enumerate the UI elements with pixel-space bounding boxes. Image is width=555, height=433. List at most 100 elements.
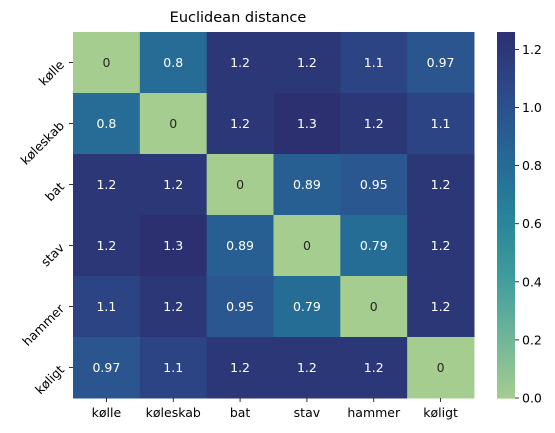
heatmap-cell	[139, 276, 208, 338]
heatmap-cell	[273, 276, 341, 338]
heatmap-cell	[340, 215, 408, 277]
colorbar-segment	[497, 99, 515, 103]
cell-value-label: 1.1	[431, 116, 451, 131]
colorbar-segment	[497, 330, 515, 335]
cell-value-label: 0.79	[293, 299, 321, 314]
colorbar-segment	[497, 111, 515, 115]
y-tick-label: hammer	[19, 300, 68, 349]
heatmap-cell	[340, 276, 408, 338]
colorbar-segment	[497, 184, 515, 189]
cell-value-label: 0.89	[293, 177, 321, 192]
cell-value-label: 0	[236, 177, 244, 192]
cell-value-label: 1.1	[163, 360, 183, 375]
colorbar-segment	[497, 385, 515, 390]
heatmap-cell	[139, 32, 208, 94]
colorbar-segment	[497, 291, 515, 295]
heatmap-cell	[407, 276, 475, 338]
x-tick-label: stav	[294, 405, 321, 420]
colorbar-segment	[497, 260, 515, 265]
heatmap-cell	[139, 215, 208, 277]
cell-value-label: 0.89	[226, 238, 254, 253]
colorbar-segment	[497, 211, 515, 216]
colorbar-segment	[497, 306, 515, 311]
heatmap-cell	[206, 32, 274, 94]
colorbar-tick-label: 0.2	[522, 332, 542, 347]
colorbar-segment	[497, 394, 515, 399]
colorbar-segment	[497, 175, 515, 179]
heatmap-cell	[206, 337, 274, 399]
chart-title: Euclidean distance	[170, 10, 307, 26]
y-tick-label: køleskab	[17, 118, 67, 168]
colorbar-segment	[497, 227, 515, 231]
x-tick-label: bat	[230, 405, 251, 420]
cell-value-label: 0.97	[427, 55, 455, 70]
colorbar-segment	[497, 379, 515, 384]
colorbar-segment	[497, 318, 515, 323]
colorbar-segment	[497, 196, 515, 201]
cell-value-label: 1.2	[230, 360, 250, 375]
colorbar-segment	[497, 257, 515, 262]
colorbar-segment	[497, 38, 515, 42]
heatmap-cell	[273, 32, 341, 94]
colorbar-segment	[497, 190, 515, 195]
colorbar-segment	[497, 56, 515, 61]
colorbar-segment	[497, 391, 515, 396]
colorbar-segment	[497, 178, 515, 183]
colorbar-segment	[497, 276, 515, 280]
colorbar-segment	[497, 77, 515, 82]
y-tick-label: kølle	[36, 57, 68, 89]
colorbar-segment	[497, 181, 515, 186]
colorbar-segment	[497, 333, 515, 338]
cell-value-label: 0	[303, 238, 311, 253]
colorbar-segment	[497, 144, 515, 149]
colorbar-segment	[497, 279, 515, 283]
colorbar-segment	[497, 312, 515, 317]
colorbar-segment	[497, 254, 515, 259]
colorbar-segment	[497, 129, 515, 134]
colorbar-segment	[497, 285, 515, 289]
colorbar-segment	[497, 352, 515, 356]
colorbar-segment	[497, 35, 515, 39]
colorbar-segment	[497, 166, 515, 170]
colorbar-segment	[497, 215, 515, 219]
y-tick-label: bat	[42, 179, 67, 204]
colorbar-segment	[497, 105, 515, 109]
x-tick-label: køleskab	[146, 405, 201, 420]
cell-value-label: 1.1	[364, 55, 384, 70]
colorbar-segment	[497, 321, 515, 326]
colorbar-segment	[497, 138, 515, 143]
cell-value-label: 1.2	[230, 55, 250, 70]
colorbar-segment	[497, 123, 515, 128]
colorbar-segment	[497, 355, 515, 359]
colorbar-segment	[497, 53, 515, 57]
colorbar-segment	[497, 86, 515, 91]
colorbar-segment	[497, 245, 515, 250]
colorbar-tick-label: 0.6	[522, 216, 542, 231]
colorbar-segment	[497, 41, 515, 45]
colorbar-tick-label: 1.2	[522, 42, 542, 57]
colorbar-segment	[497, 263, 515, 268]
y-axis-ticks: kølle køleskab bat stav hammer køligt	[17, 57, 73, 397]
cell-value-label: 0	[370, 299, 378, 314]
colorbar-segment	[497, 50, 515, 54]
cell-value-label: 1.2	[230, 116, 250, 131]
x-axis-ticks: kølle køleskab bat stav hammer køligt	[92, 398, 458, 420]
colorbar-tick-label: 0.0	[522, 391, 542, 406]
colorbar-segment	[497, 224, 515, 228]
colorbar-segment	[497, 62, 515, 67]
x-tick-label: kølle	[92, 405, 122, 420]
colorbar-segment	[497, 288, 515, 292]
heatmap-cell	[73, 215, 141, 277]
colorbar-segment	[497, 126, 515, 131]
heatmap-cell	[73, 93, 141, 155]
heatmap-cell	[273, 337, 341, 399]
colorbar-segment	[497, 382, 515, 387]
cell-value-label: 1.2	[431, 299, 451, 314]
colorbar-segment	[497, 221, 515, 225]
cell-value-label: 1.2	[431, 177, 451, 192]
colorbar-segment	[497, 327, 515, 332]
colorbar-segment	[497, 117, 515, 122]
heatmap-cell	[407, 337, 475, 399]
colorbar-segment	[497, 150, 515, 155]
heatmap-cell	[206, 154, 274, 216]
